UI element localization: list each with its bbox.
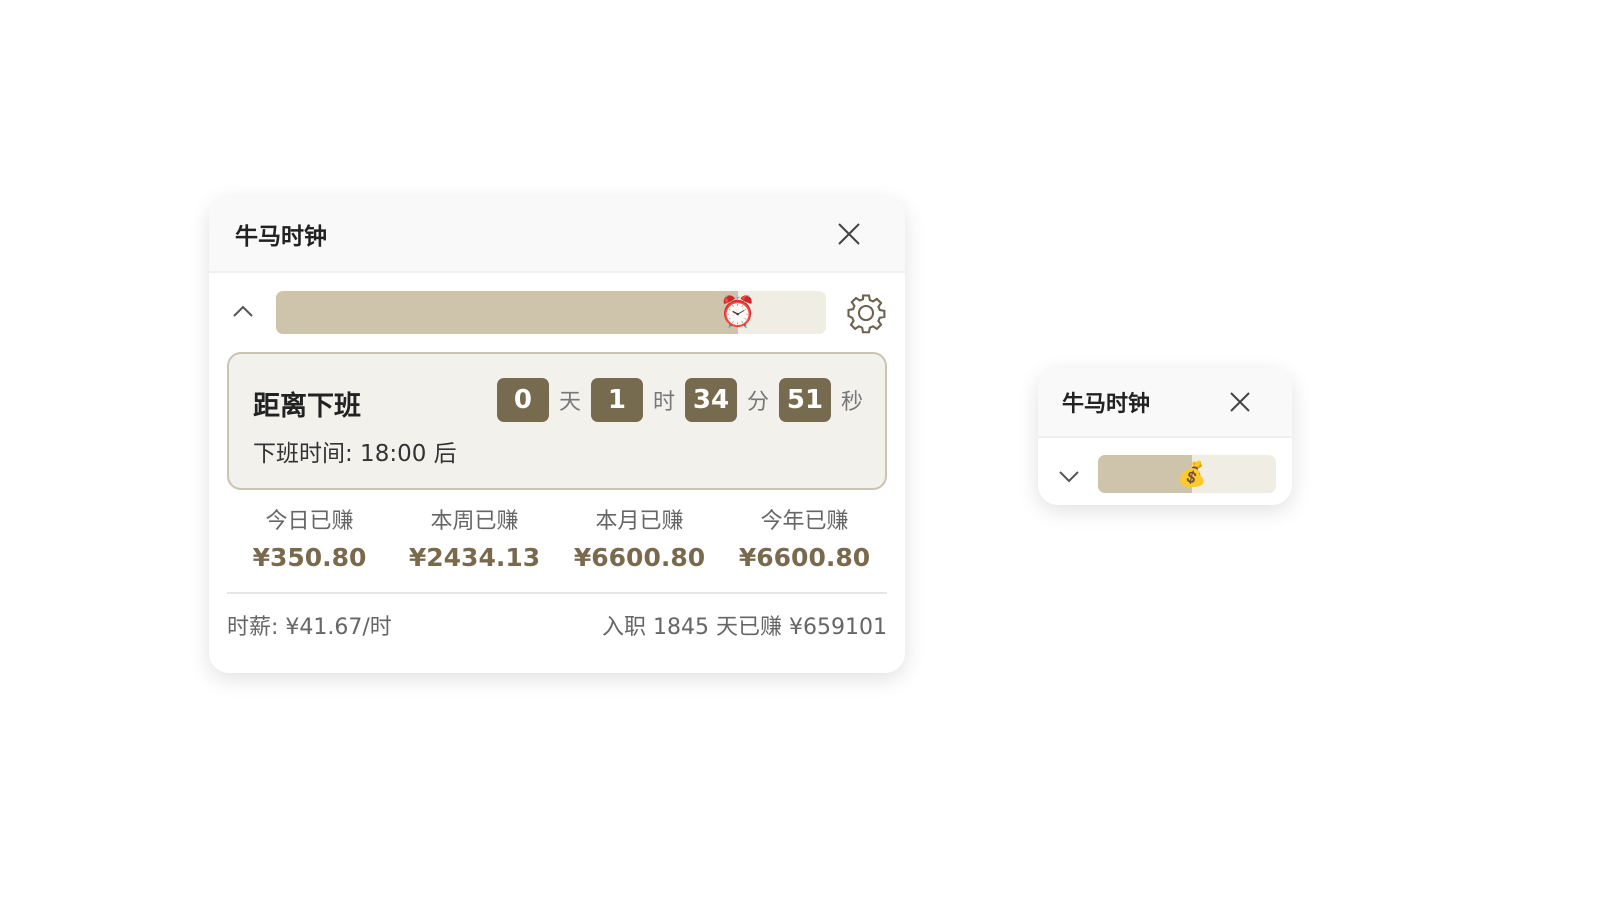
unit-days: 天 (558, 390, 581, 415)
off-work-time: 下班时间: 18:00 后 (253, 441, 457, 467)
tenure-earnings: 入职 1845 天已赚 ¥659101 (602, 615, 887, 640)
stat-week: 本周已赚 ¥2434.13 (392, 503, 557, 572)
stat-value: ¥350.80 (252, 543, 367, 572)
unit-minutes: 分 (746, 390, 769, 415)
unit-seconds: 秒 (840, 390, 863, 415)
stat-today: 今日已赚 ¥350.80 (227, 503, 392, 572)
header: 牛马时钟 (209, 197, 905, 273)
footer: 时薪: ¥41.67/时 入职 1845 天已赚 ¥659101 (227, 609, 887, 641)
mini-app-title: 牛马时钟 (1062, 392, 1151, 417)
hourly-wage: 时薪: ¥41.67/时 (227, 615, 392, 640)
close-icon[interactable] (1230, 392, 1250, 412)
workday-progress-bar: ⏰ (276, 291, 826, 334)
alarm-clock-icon: ⏰ (719, 294, 757, 330)
unit-hours: 时 (652, 390, 675, 415)
countdown-minutes: 34 (684, 378, 737, 422)
stat-value: ¥6600.80 (573, 543, 706, 572)
money-bag-icon: 💰 (1177, 460, 1208, 488)
mini-header: 牛马时钟 (1038, 368, 1292, 438)
countdown-hours: 1 (590, 378, 643, 422)
stat-month: 本月已赚 ¥6600.80 (557, 503, 722, 572)
stat-value: ¥6600.80 (738, 543, 871, 572)
stat-label: 本周已赚 (430, 509, 519, 534)
stat-value: ¥2434.13 (408, 543, 541, 572)
close-icon[interactable] (837, 222, 861, 246)
app-title: 牛马时钟 (235, 224, 327, 250)
mini-progress-bar: 💰 (1098, 455, 1276, 493)
collapse-chevron-up-icon[interactable] (233, 303, 253, 322)
stat-label: 今年已赚 (760, 509, 849, 534)
stat-label: 本月已赚 (595, 509, 684, 534)
progress-fill (276, 291, 738, 334)
progress-fill (1098, 455, 1193, 493)
countdown-label: 距离下班 (253, 391, 361, 422)
expand-chevron-down-icon[interactable] (1059, 469, 1079, 488)
countdown-seconds: 51 (778, 378, 831, 422)
stat-year: 今年已赚 ¥6600.80 (722, 503, 887, 572)
earnings-stats: 今日已赚 ¥350.80 本周已赚 ¥2434.13 本月已赚 ¥6600.80 今年… (227, 503, 887, 572)
gear-icon[interactable] (845, 292, 887, 338)
countdown-days: 0 (496, 378, 549, 422)
mini-widget: 牛马时钟 💰 (1038, 368, 1292, 505)
divider (227, 592, 887, 594)
stat-label: 今日已赚 (265, 509, 354, 534)
